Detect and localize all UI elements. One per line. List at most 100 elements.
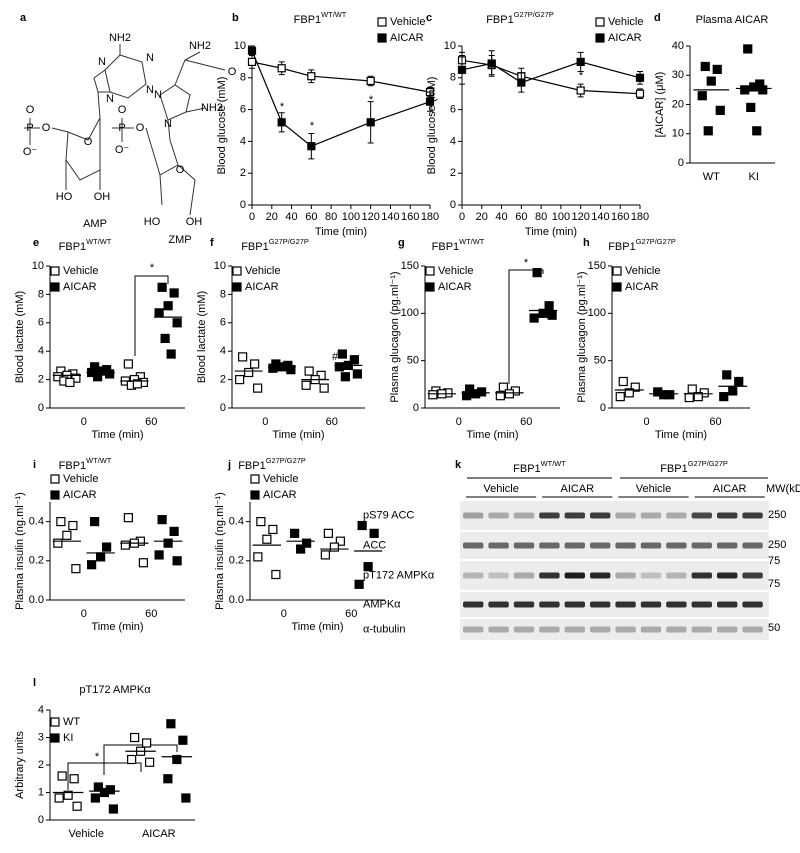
data-point — [684, 392, 694, 403]
atom-label: NH2 — [201, 102, 223, 114]
y-tick-label: 2 — [38, 374, 44, 386]
x-tick-label: 40 — [495, 211, 507, 223]
title-text: FBP1 — [241, 241, 269, 253]
legend-label: AICAR — [263, 489, 297, 501]
x-tick-label: 120 — [571, 211, 589, 223]
x-tick-label: WT — [703, 171, 720, 183]
panel-title: FBP1G27P/G27P — [660, 459, 728, 475]
title-superscript: G27P/G27P — [688, 459, 728, 468]
atom-label: O — [228, 66, 237, 78]
data-point — [123, 359, 133, 369]
data-point — [746, 102, 756, 113]
data-point — [354, 579, 364, 589]
data-point — [576, 86, 585, 95]
data-point — [712, 64, 722, 75]
data-point — [544, 301, 554, 311]
legend-swatch — [612, 282, 622, 292]
data-point — [132, 379, 142, 389]
treatment-label: AICAR — [560, 483, 594, 495]
data-point — [743, 44, 753, 54]
legend-swatch — [377, 17, 387, 27]
data-point — [138, 558, 148, 568]
legend-label: Vehicle — [63, 265, 98, 277]
panel-title: FBP1WT/WT — [513, 459, 566, 475]
x-tick-label: 60 — [515, 211, 527, 223]
title-text: FBP1 — [432, 241, 460, 253]
y-tick-label: 10 — [234, 40, 246, 52]
atom-label: P — [26, 122, 33, 134]
x-tick-label: AICAR — [142, 828, 176, 840]
blot-band — [666, 542, 687, 549]
data-point — [172, 318, 182, 328]
legend-swatch — [50, 717, 60, 727]
data-point — [178, 735, 188, 745]
x-tick-label: 80 — [325, 211, 337, 223]
blot-band — [463, 512, 484, 519]
x-tick-label: 20 — [266, 211, 278, 223]
x-tick-label: 140 — [591, 211, 609, 223]
legend-label: Vehicle — [625, 265, 660, 277]
data-point — [157, 282, 167, 292]
x-tick-label: 180 — [631, 211, 649, 223]
title-text: FBP1 — [486, 14, 514, 26]
y-axis-label: Plasma insulin (ng.ml⁻¹) — [214, 492, 226, 610]
data-point — [320, 550, 330, 560]
atom-label: O — [136, 122, 145, 134]
panel-title: FBP1G27P/G27P — [238, 456, 306, 472]
y-tick-label: 10 — [672, 128, 684, 140]
data-point — [302, 538, 312, 548]
x-axis-label: Time (min) — [655, 429, 707, 441]
data-point — [335, 536, 345, 546]
y-tick-label: 1 — [38, 786, 44, 798]
data-point — [576, 57, 585, 67]
y-tick-label: 0 — [413, 402, 419, 414]
legend-label: Vehicle — [245, 265, 280, 277]
data-point — [703, 126, 713, 136]
data-point — [740, 85, 750, 95]
x-tick-label: 160 — [401, 211, 419, 223]
data-point — [349, 355, 359, 365]
x-tick-label: 100 — [552, 211, 570, 223]
data-point — [72, 801, 82, 811]
data-point — [123, 513, 133, 523]
data-point — [127, 754, 137, 765]
mw-unit: MW(kD) — [766, 483, 800, 495]
data-point — [163, 538, 173, 548]
title-text: FBP1 — [59, 460, 87, 472]
treatment-label: Vehicle — [483, 483, 518, 495]
mw-marker: 50 — [768, 622, 780, 634]
atom-label: N — [106, 93, 114, 105]
panel-title: FBP1G27P/G27P — [241, 237, 309, 253]
data-point — [65, 377, 75, 388]
blot-band — [615, 572, 636, 579]
atom-label: O — [176, 164, 185, 176]
y-tick-label: 8 — [240, 72, 246, 84]
data-point — [271, 569, 281, 580]
x-tick-label: 0 — [456, 416, 462, 428]
treatment-label: Vehicle — [636, 483, 671, 495]
y-tick-label: 0.0 — [229, 594, 244, 606]
y-tick-label: 2 — [38, 759, 44, 771]
blot-band — [564, 601, 585, 608]
y-tick-label: 6 — [450, 104, 456, 116]
data-point — [471, 389, 481, 399]
blot-band — [539, 601, 560, 608]
x-axis-label: Time (min) — [525, 226, 577, 238]
data-point — [277, 64, 286, 73]
data-point — [268, 363, 278, 373]
data-point — [363, 562, 373, 572]
data-point — [319, 383, 329, 393]
y-tick-label: 8 — [450, 72, 456, 84]
y-axis-label: Plasma insulin (ng.ml⁻¹) — [14, 492, 26, 610]
blot-band — [717, 601, 738, 608]
blot-band — [666, 572, 687, 579]
x-tick-label: 0 — [643, 416, 649, 428]
data-point — [247, 57, 257, 67]
data-point — [166, 719, 176, 729]
legend-label: AICAR — [390, 32, 424, 44]
legend-label: Vehicle — [263, 473, 298, 485]
title-superscript: WT/WT — [86, 237, 112, 246]
x-tick-label: 0 — [281, 608, 287, 620]
atom-label: N — [98, 56, 106, 68]
y-axis-label: Plasma glucagon (pg.ml⁻¹) — [576, 271, 588, 402]
